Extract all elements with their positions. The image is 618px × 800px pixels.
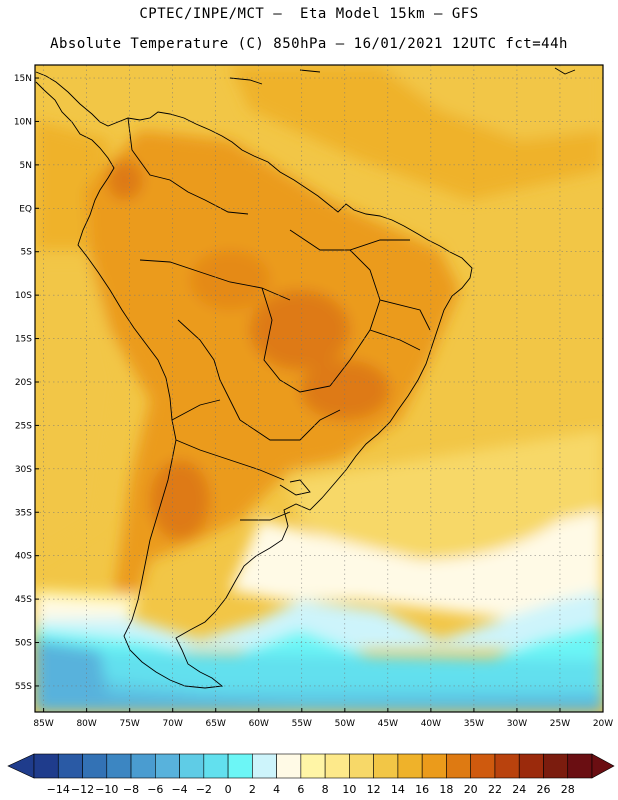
- lon-label: 60W: [249, 719, 269, 729]
- lat-label: 5S: [21, 248, 33, 258]
- colorbar-label: 18: [439, 783, 453, 796]
- lat-label: 35S: [15, 508, 32, 518]
- lon-label: 25W: [550, 719, 570, 729]
- lat-label: 50S: [15, 639, 32, 649]
- colorbar-label: 12: [367, 783, 381, 796]
- colorbar-label: 28: [561, 783, 575, 796]
- lat-label: 15N: [14, 74, 32, 84]
- colorbar-label: −8: [123, 783, 139, 796]
- lat-label: EQ: [19, 204, 32, 214]
- colorbar-cell: [203, 753, 229, 779]
- colorbar-cell: [421, 753, 447, 779]
- colorbar-cells: [7, 753, 615, 779]
- lat-label: 15S: [15, 335, 32, 345]
- lon-label: 30W: [507, 719, 527, 729]
- colorbar-cell: [252, 753, 277, 779]
- colorbar-cell: [106, 753, 132, 779]
- colorbar-label: 26: [536, 783, 550, 796]
- colorbar-label: −12: [71, 783, 94, 796]
- colorbar-cell: [518, 753, 544, 779]
- latitude-labels: 15N 10N 5N EQ 5S 10S 15S 20S 25S 30S 35S 40S 45S 50S 5…: [14, 74, 32, 692]
- colorbar-label: −4: [171, 783, 187, 796]
- lon-label: 55W: [292, 719, 312, 729]
- lon-label: 35W: [464, 719, 484, 729]
- colorbar-cell: [567, 753, 593, 779]
- colorbar-cell: [57, 753, 83, 779]
- lon-label: 80W: [76, 719, 96, 729]
- colorbar-cell: [179, 753, 205, 779]
- colorbar-label: 14: [391, 783, 405, 796]
- lon-label: 45W: [378, 719, 398, 729]
- lat-label: 30S: [15, 465, 32, 475]
- map-frame: [34, 64, 604, 713]
- axis-ticks: [35, 77, 604, 712]
- colorbar-label: −6: [147, 783, 163, 796]
- lon-label: 20W: [593, 719, 613, 729]
- colorbar-label: 2: [249, 783, 256, 796]
- colorbar-cell: [130, 753, 156, 779]
- colorbar-cell: [446, 753, 471, 779]
- lat-label: 40S: [15, 552, 32, 562]
- lon-label: 70W: [163, 719, 183, 729]
- colorbar-label: −10: [95, 783, 118, 796]
- colorbar-label: 24: [512, 783, 526, 796]
- longitude-labels: 85W 80W 75W 70W 65W 60W 55W 50W 45W 40W 35W 30W 25W 2…: [33, 719, 613, 729]
- colorbar-cell: [33, 753, 59, 779]
- colorbar-labels: −14 −12 −10 −8 −6 −4 −2 0 2 4 6 8 10 12 14 16 18 20 22 24 26…: [47, 783, 575, 796]
- lat-lon-grid: [35, 65, 604, 712]
- colorbar-label: 22: [488, 783, 502, 796]
- lon-label: 65W: [206, 719, 226, 729]
- lat-label: 5N: [20, 161, 32, 171]
- map-title-line-1: CPTEC/INPE/MCT – Eta Model 15km – GFS: [139, 6, 479, 22]
- colorbar-label: −2: [196, 783, 212, 796]
- colorbar-cell: [276, 753, 302, 779]
- colorbar-label: 0: [225, 783, 232, 796]
- colorbar-cell: [373, 753, 399, 779]
- lat-label: 45S: [15, 595, 32, 605]
- colorbar-cell: [349, 753, 374, 779]
- colorbar-cell: [543, 753, 569, 779]
- lon-label: 50W: [335, 719, 355, 729]
- lat-label: 10N: [14, 117, 32, 127]
- colorbar-cell: [82, 753, 108, 779]
- lon-label: 40W: [421, 719, 441, 729]
- colorbar-label: 10: [342, 783, 356, 796]
- colorbar-cell: [397, 753, 423, 779]
- colorbar-cell: [494, 753, 520, 779]
- colorbar-label: 8: [322, 783, 329, 796]
- colorbar-cell: [155, 753, 180, 779]
- colorbar-under-arrow: [7, 753, 35, 779]
- colorbar-cell: [300, 753, 326, 779]
- temperature-field: [35, 65, 603, 712]
- colorbar-label: 16: [415, 783, 429, 796]
- colorbar-cell: [470, 753, 496, 779]
- colorbar-label: −14: [47, 783, 70, 796]
- colorbar-over-arrow: [591, 753, 615, 779]
- map-title-line-2: Absolute Temperature (C) 850hPa – 16/01/…: [50, 36, 568, 52]
- colorbar-label: 4: [273, 783, 280, 796]
- lat-label: 25S: [15, 421, 32, 431]
- coastlines: [35, 67, 576, 689]
- colorbar-cell: [324, 753, 350, 779]
- lon-label: 85W: [33, 719, 53, 729]
- lat-label: 20S: [15, 378, 32, 388]
- lat-label: 10S: [15, 291, 32, 301]
- colorbar-label: 20: [464, 783, 478, 796]
- colorbar-label: 6: [297, 783, 304, 796]
- lat-label: 55S: [15, 682, 32, 692]
- lon-label: 75W: [119, 719, 139, 729]
- colorbar-cell: [227, 753, 253, 779]
